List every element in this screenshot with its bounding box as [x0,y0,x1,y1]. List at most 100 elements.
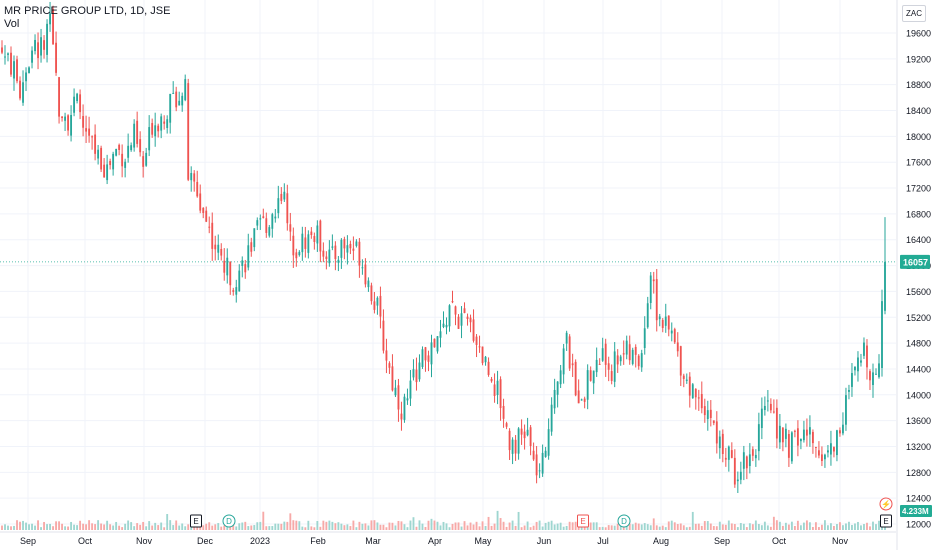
volume-bar [571,522,574,530]
x-tick-label: Sep [20,536,36,546]
candle-body [544,450,547,457]
volume-bar [658,526,661,530]
volume-bar [304,527,307,530]
candle-body [694,388,697,398]
candle-body [262,216,265,218]
candle-body [307,234,310,253]
candle-body [499,379,502,409]
candle-body [778,425,781,443]
y-tick-label: 14800 [906,339,931,349]
candle-body [866,345,868,368]
candle-body [40,37,42,56]
candle-body [67,115,70,131]
volume-bar [208,522,211,530]
candle-body [469,317,472,323]
volume-bar [268,526,271,530]
candle-body [355,241,358,246]
volume-bar [388,522,391,530]
currency-badge[interactable]: ZAC [902,5,926,22]
candle-body [82,116,85,128]
candle-body [718,436,721,449]
volume-bar [217,523,220,530]
volume-bar [619,524,622,530]
candle-body [397,385,400,410]
candle-body [130,145,133,151]
volume-bar [550,520,553,530]
volume-bar [280,523,283,530]
volume-bar [517,511,520,530]
volume-bar [772,516,775,530]
candle-body [325,256,328,260]
volume-bar [331,521,334,530]
candle-body [295,252,298,259]
volume-bar [334,523,337,530]
candle-body [805,429,808,436]
volume-bar [556,523,559,530]
candle-body [94,134,97,154]
candle-body [199,193,202,211]
candle-body [187,83,190,180]
volume-bar [607,525,610,530]
y-tick-label: 15600 [906,287,931,297]
volume-bar [154,522,157,530]
dividend-event-icon[interactable]: D [222,514,236,528]
volume-bar [310,526,313,530]
candle-body [85,128,88,132]
candle-body [848,390,850,392]
volume-bar [475,521,478,530]
candle-body [751,449,754,456]
candle-body [772,411,775,413]
volume-bar [277,523,280,530]
dividend-marker-circle [222,514,236,528]
volume-bar [436,521,439,530]
candle-body [133,123,136,148]
volume-bar [235,526,238,530]
volume-bar [322,520,325,530]
volume-bar [385,527,388,530]
y-tick-label: 15200 [906,313,931,323]
candle-body [598,363,601,365]
earnings-event-icon[interactable]: E [190,514,202,528]
split-event-icon[interactable]: ⚡ [879,497,893,511]
volume-bar [19,521,21,530]
candle-body [283,191,286,200]
volume-bar [845,523,847,530]
volume-bar [757,524,760,530]
candle-body [839,430,841,434]
volume-bar [211,525,214,530]
volume-bar [863,524,865,530]
volume-bar [568,521,571,530]
y-tick-label: 19200 [906,54,931,64]
volume-bar [112,525,115,530]
split-marker-label: ⚡ [881,499,891,509]
candle-body [223,260,226,273]
candle-body [535,454,538,476]
candle-body [115,149,118,156]
candle-body [685,379,688,381]
candle-body [763,405,766,411]
candle-body [205,210,208,222]
candle-body [523,431,526,439]
candle-body [157,125,160,132]
candle-body [154,125,157,137]
candle-body [538,470,541,472]
volume-bar [616,523,619,530]
earnings-event-icon[interactable]: E [880,514,892,528]
earnings-event-icon[interactable]: E [577,514,589,528]
chart-legend: MR PRICE GROUP LTD, 1D, JSE Vol [4,5,170,31]
dividend-event-icon[interactable]: D [617,514,631,528]
candle-body [793,430,796,432]
volume-bar [142,521,145,530]
candle-body [547,429,550,456]
candle-body [364,264,367,285]
candle-body [730,450,733,458]
volume-bar [802,522,805,530]
candle-body [697,397,700,399]
candle-body [508,430,511,451]
candle-body [484,356,487,363]
y-tick-label: 17600 [906,158,931,168]
candle-body [799,438,802,442]
volume-bar [472,524,475,530]
